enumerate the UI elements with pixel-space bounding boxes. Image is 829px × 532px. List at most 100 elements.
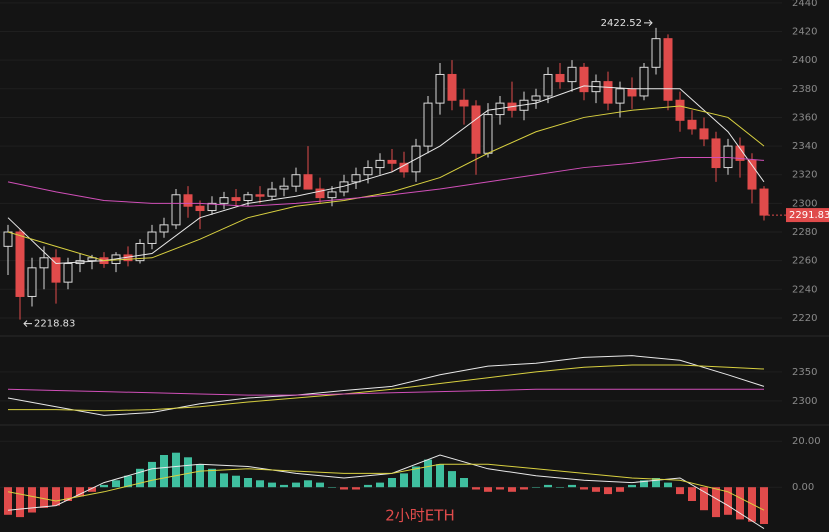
histogram-bar [100,484,108,488]
candle-body [699,128,709,140]
histogram-bar [232,475,240,488]
histogram-bar [664,482,672,488]
candle-body [363,167,373,176]
candle-body [255,194,265,197]
histogram-bar [4,487,12,515]
candle-body [15,231,25,297]
candle-body [723,145,733,169]
candle-body [51,257,61,283]
histogram-bar [16,487,24,518]
y-tick-label: 2380 [792,84,817,95]
histogram-bar [364,484,372,488]
histogram-bar [376,482,384,488]
histogram-bar [424,459,432,488]
candle-body [459,99,469,107]
histogram-bar [64,487,72,501]
histogram-bar [580,487,588,490]
histogram-bar [640,480,648,488]
histogram-bar [556,487,564,488]
histogram-bar [688,487,696,501]
candle-body [267,188,277,197]
histogram-bar [532,487,540,488]
histogram-bar [604,487,612,495]
histogram-bar [460,478,468,488]
candle-body [639,66,649,97]
y-tick-label: 2260 [792,256,817,267]
candle-body [435,73,445,104]
y-tick-label: 2300 [792,396,817,407]
histogram-bar [124,475,132,488]
candle-body [231,197,241,202]
candle-body [687,119,697,130]
y-tick-label: 2400 [792,55,817,66]
min-arrow [23,320,32,327]
histogram-bar [676,487,684,495]
histogram-bar [328,487,336,488]
candle-body [399,162,409,173]
histogram-bar [88,487,96,492]
histogram-bar [412,466,420,488]
y-tick-label: 2240 [792,284,817,295]
candle-body [387,159,397,164]
candle-body [207,202,217,212]
histogram-bar [520,487,528,490]
histogram-bar [544,484,552,488]
candle-body [3,231,13,247]
histogram-bar [388,478,396,488]
histogram-bar [316,482,324,488]
histogram-bar [76,487,84,497]
histogram-bar [160,455,168,488]
histogram-bar [184,457,192,488]
candle-body [219,197,229,204]
candle-body [183,194,193,207]
indicator-line [7,355,765,416]
histogram-bar [760,487,768,524]
histogram-bar [568,484,576,488]
candle-body [579,66,589,93]
max-label: 2422.52 [601,18,642,29]
last-price-label: 2291.83 [789,210,829,221]
candle-body [423,102,433,147]
y-tick-label: 2280 [792,227,817,238]
min-label: 2218.83 [34,319,75,330]
candle-body [291,174,301,187]
candle-body [27,267,37,297]
histogram-bar [628,484,636,488]
histogram-bar [400,473,408,488]
candle-body [303,174,313,190]
histogram-bar [172,452,180,488]
candle-body [243,194,253,202]
histogram-bar [280,484,288,488]
histogram-bar [196,464,204,488]
candle-body [651,38,661,68]
y-tick-label: 2420 [792,27,817,38]
indicator-line [7,463,765,511]
histogram-bar [256,480,264,488]
indicator-line [7,157,765,207]
candle-body [711,138,721,169]
max-arrow [644,19,653,27]
histogram-bar [448,471,456,488]
candle-body [147,231,157,244]
candle-body [135,242,145,262]
histogram-bar [700,487,708,511]
histogram-bar [592,487,600,492]
candle-body [567,66,577,83]
last-price-box [786,208,829,223]
candle-body [675,99,685,121]
watermark: 2小时ETH [385,507,454,525]
candle-body [663,38,673,101]
candle-body [447,73,457,101]
y-tick-label: 0.00 [792,482,814,493]
candle-body [627,88,637,97]
histogram-bar [616,487,624,492]
indicator-line [8,364,765,412]
candle-body [315,188,325,199]
histogram-bar [292,482,300,488]
candle-body [531,95,541,101]
candle-body [759,188,769,216]
y-tick-label: 2360 [792,112,817,123]
histogram-bar [472,487,480,490]
